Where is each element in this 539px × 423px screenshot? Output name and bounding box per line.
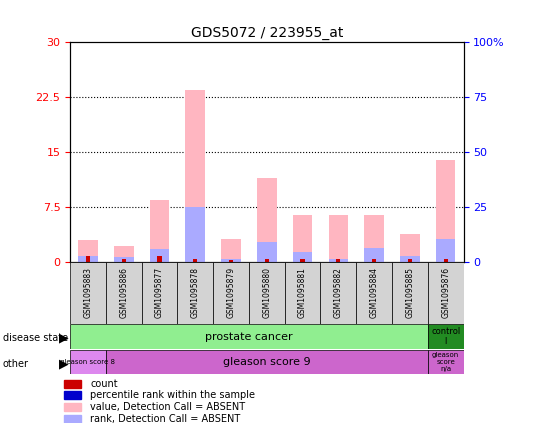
Bar [293, 214, 313, 262]
Bar [64, 391, 81, 399]
Bar [122, 258, 126, 262]
Bar [157, 255, 162, 262]
Bar [400, 234, 420, 262]
Text: GSM1095881: GSM1095881 [298, 267, 307, 319]
Title: GDS5072 / 223955_at: GDS5072 / 223955_at [191, 26, 343, 40]
Text: gleason score 8: gleason score 8 [60, 359, 115, 365]
FancyBboxPatch shape [428, 350, 464, 374]
Bar [336, 258, 341, 262]
Bar [265, 258, 269, 262]
Text: other: other [3, 359, 29, 369]
Text: control
l: control l [431, 327, 460, 346]
FancyBboxPatch shape [249, 262, 285, 324]
Bar [372, 258, 376, 262]
FancyBboxPatch shape [428, 324, 464, 349]
FancyBboxPatch shape [285, 262, 321, 324]
Text: GSM1095886: GSM1095886 [119, 267, 128, 319]
Text: count: count [91, 379, 118, 389]
Bar [229, 260, 233, 262]
FancyBboxPatch shape [106, 262, 142, 324]
Text: ▶: ▶ [59, 332, 68, 345]
Bar [300, 258, 305, 262]
Bar [400, 256, 420, 262]
Bar [328, 214, 348, 262]
Bar [444, 258, 448, 262]
Text: GSM1095877: GSM1095877 [155, 267, 164, 319]
Bar [150, 200, 169, 262]
FancyBboxPatch shape [70, 262, 106, 324]
Text: GSM1095876: GSM1095876 [441, 267, 450, 319]
FancyBboxPatch shape [177, 262, 213, 324]
Bar [193, 258, 197, 262]
Bar [185, 90, 205, 262]
Text: GSM1095885: GSM1095885 [405, 267, 414, 319]
Text: GSM1095882: GSM1095882 [334, 267, 343, 319]
Text: percentile rank within the sample: percentile rank within the sample [91, 390, 255, 401]
Text: GSM1095880: GSM1095880 [262, 267, 271, 319]
Bar [364, 247, 384, 262]
Bar [293, 252, 313, 262]
Bar [78, 256, 98, 262]
Bar [64, 380, 81, 388]
Bar [407, 258, 412, 262]
Bar [221, 239, 241, 262]
Text: GSM1095879: GSM1095879 [226, 267, 236, 319]
Bar [436, 159, 455, 262]
Text: rank, Detection Call = ABSENT: rank, Detection Call = ABSENT [91, 414, 240, 423]
Bar [86, 255, 90, 262]
Text: GSM1095884: GSM1095884 [370, 267, 378, 319]
Bar [436, 239, 455, 262]
FancyBboxPatch shape [70, 324, 428, 349]
Text: gleason
score
n/a: gleason score n/a [432, 352, 459, 372]
Bar [221, 258, 241, 262]
FancyBboxPatch shape [321, 262, 356, 324]
Bar [64, 403, 81, 411]
FancyBboxPatch shape [428, 262, 464, 324]
Bar [64, 415, 81, 423]
Text: disease state: disease state [3, 333, 68, 343]
Bar [185, 207, 205, 262]
Bar [257, 178, 277, 262]
FancyBboxPatch shape [106, 350, 428, 374]
Text: GSM1095883: GSM1095883 [84, 267, 93, 319]
FancyBboxPatch shape [142, 262, 177, 324]
Bar [114, 257, 134, 262]
Bar [150, 249, 169, 262]
Bar [328, 258, 348, 262]
Bar [257, 242, 277, 262]
Bar [78, 240, 98, 262]
Bar [364, 214, 384, 262]
Bar [114, 246, 134, 262]
FancyBboxPatch shape [392, 262, 428, 324]
FancyBboxPatch shape [213, 262, 249, 324]
Text: gleason score 9: gleason score 9 [223, 357, 310, 367]
Text: prostate cancer: prostate cancer [205, 332, 293, 342]
Text: GSM1095878: GSM1095878 [191, 267, 200, 319]
FancyBboxPatch shape [356, 262, 392, 324]
Text: ▶: ▶ [59, 357, 68, 370]
FancyBboxPatch shape [70, 350, 106, 374]
Text: value, Detection Call = ABSENT: value, Detection Call = ABSENT [91, 402, 245, 412]
